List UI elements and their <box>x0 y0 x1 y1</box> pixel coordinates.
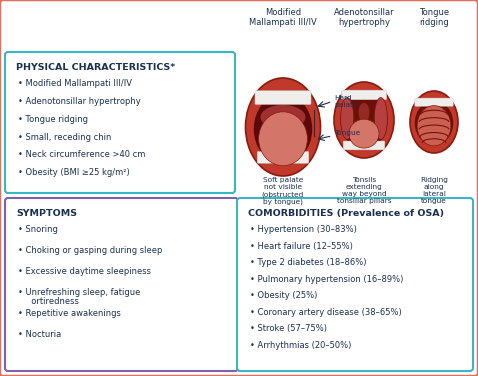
Text: • Hypertension (30–83%): • Hypertension (30–83%) <box>250 225 357 234</box>
Ellipse shape <box>254 94 312 164</box>
FancyBboxPatch shape <box>343 141 385 150</box>
Text: • Small, receding chin: • Small, receding chin <box>18 132 111 141</box>
Ellipse shape <box>374 98 387 139</box>
Ellipse shape <box>349 119 379 148</box>
Text: • Unrefreshing sleep, fatigue: • Unrefreshing sleep, fatigue <box>18 288 141 297</box>
FancyBboxPatch shape <box>341 90 387 100</box>
Text: • Modified Mallampati III/IV: • Modified Mallampati III/IV <box>18 79 132 88</box>
FancyBboxPatch shape <box>255 91 311 105</box>
Text: SYMPTOMS: SYMPTOMS <box>16 209 77 218</box>
Text: Soft palate
not visible
(obstructed
by tongue): Soft palate not visible (obstructed by t… <box>262 177 304 205</box>
Text: ortiredness: ortiredness <box>26 297 79 306</box>
Text: • Obesity (BMI ≥25 kg/m²): • Obesity (BMI ≥25 kg/m²) <box>18 168 130 177</box>
Text: Modified
Mallampati III/IV: Modified Mallampati III/IV <box>249 8 317 27</box>
Ellipse shape <box>341 92 387 150</box>
Text: Tongue: Tongue <box>335 130 360 136</box>
Text: Hard
palate: Hard palate <box>335 96 358 108</box>
Text: Ridging
along
lateral
tongue: Ridging along lateral tongue <box>420 177 448 204</box>
Text: Adenotonsillar
hypertrophy: Adenotonsillar hypertrophy <box>334 8 394 27</box>
Text: • Neck circumference >40 cm: • Neck circumference >40 cm <box>18 150 145 159</box>
Ellipse shape <box>358 103 369 122</box>
Ellipse shape <box>334 82 394 158</box>
Ellipse shape <box>415 101 453 145</box>
Ellipse shape <box>341 98 354 139</box>
Text: COMORBIDITIES (Prevalence of OSA): COMORBIDITIES (Prevalence of OSA) <box>248 209 444 218</box>
Text: • Repetitive awakenings: • Repetitive awakenings <box>18 309 121 318</box>
Text: Tongue
ridging: Tongue ridging <box>419 8 449 27</box>
Text: • Excessive daytime sleepiness: • Excessive daytime sleepiness <box>18 267 151 276</box>
Text: • Stroke (57–75%): • Stroke (57–75%) <box>250 324 327 333</box>
Ellipse shape <box>417 106 451 146</box>
Ellipse shape <box>410 91 458 153</box>
Text: Tonsils
extending
way beyond
tonsillar pillars: Tonsils extending way beyond tonsillar p… <box>337 177 391 204</box>
Text: PHYSICAL CHARACTERISTICS*: PHYSICAL CHARACTERISTICS* <box>16 63 175 72</box>
Text: • Coronary artery disease (38–65%): • Coronary artery disease (38–65%) <box>250 308 402 317</box>
FancyBboxPatch shape <box>5 52 235 193</box>
Text: • Heart failure (12–55%): • Heart failure (12–55%) <box>250 241 353 250</box>
FancyBboxPatch shape <box>237 198 473 371</box>
Text: • Nocturia: • Nocturia <box>18 331 61 340</box>
Text: • Arrhythmias (20–50%): • Arrhythmias (20–50%) <box>250 341 351 350</box>
FancyBboxPatch shape <box>5 198 238 371</box>
FancyBboxPatch shape <box>257 152 309 163</box>
Ellipse shape <box>259 112 307 166</box>
Text: • Choking or gasping during sleep: • Choking or gasping during sleep <box>18 246 163 255</box>
Ellipse shape <box>246 78 321 176</box>
Text: • Pulmonary hypertension (16–89%): • Pulmonary hypertension (16–89%) <box>250 274 403 284</box>
Text: • Tongue ridging: • Tongue ridging <box>18 115 88 124</box>
Ellipse shape <box>261 105 305 129</box>
Text: • Snoring: • Snoring <box>18 225 58 234</box>
FancyBboxPatch shape <box>415 98 453 106</box>
Text: • Obesity (25%): • Obesity (25%) <box>250 291 317 300</box>
Text: • Type 2 diabetes (18–86%): • Type 2 diabetes (18–86%) <box>250 258 367 267</box>
Text: • Adenotonsillar hypertrophy: • Adenotonsillar hypertrophy <box>18 97 141 106</box>
